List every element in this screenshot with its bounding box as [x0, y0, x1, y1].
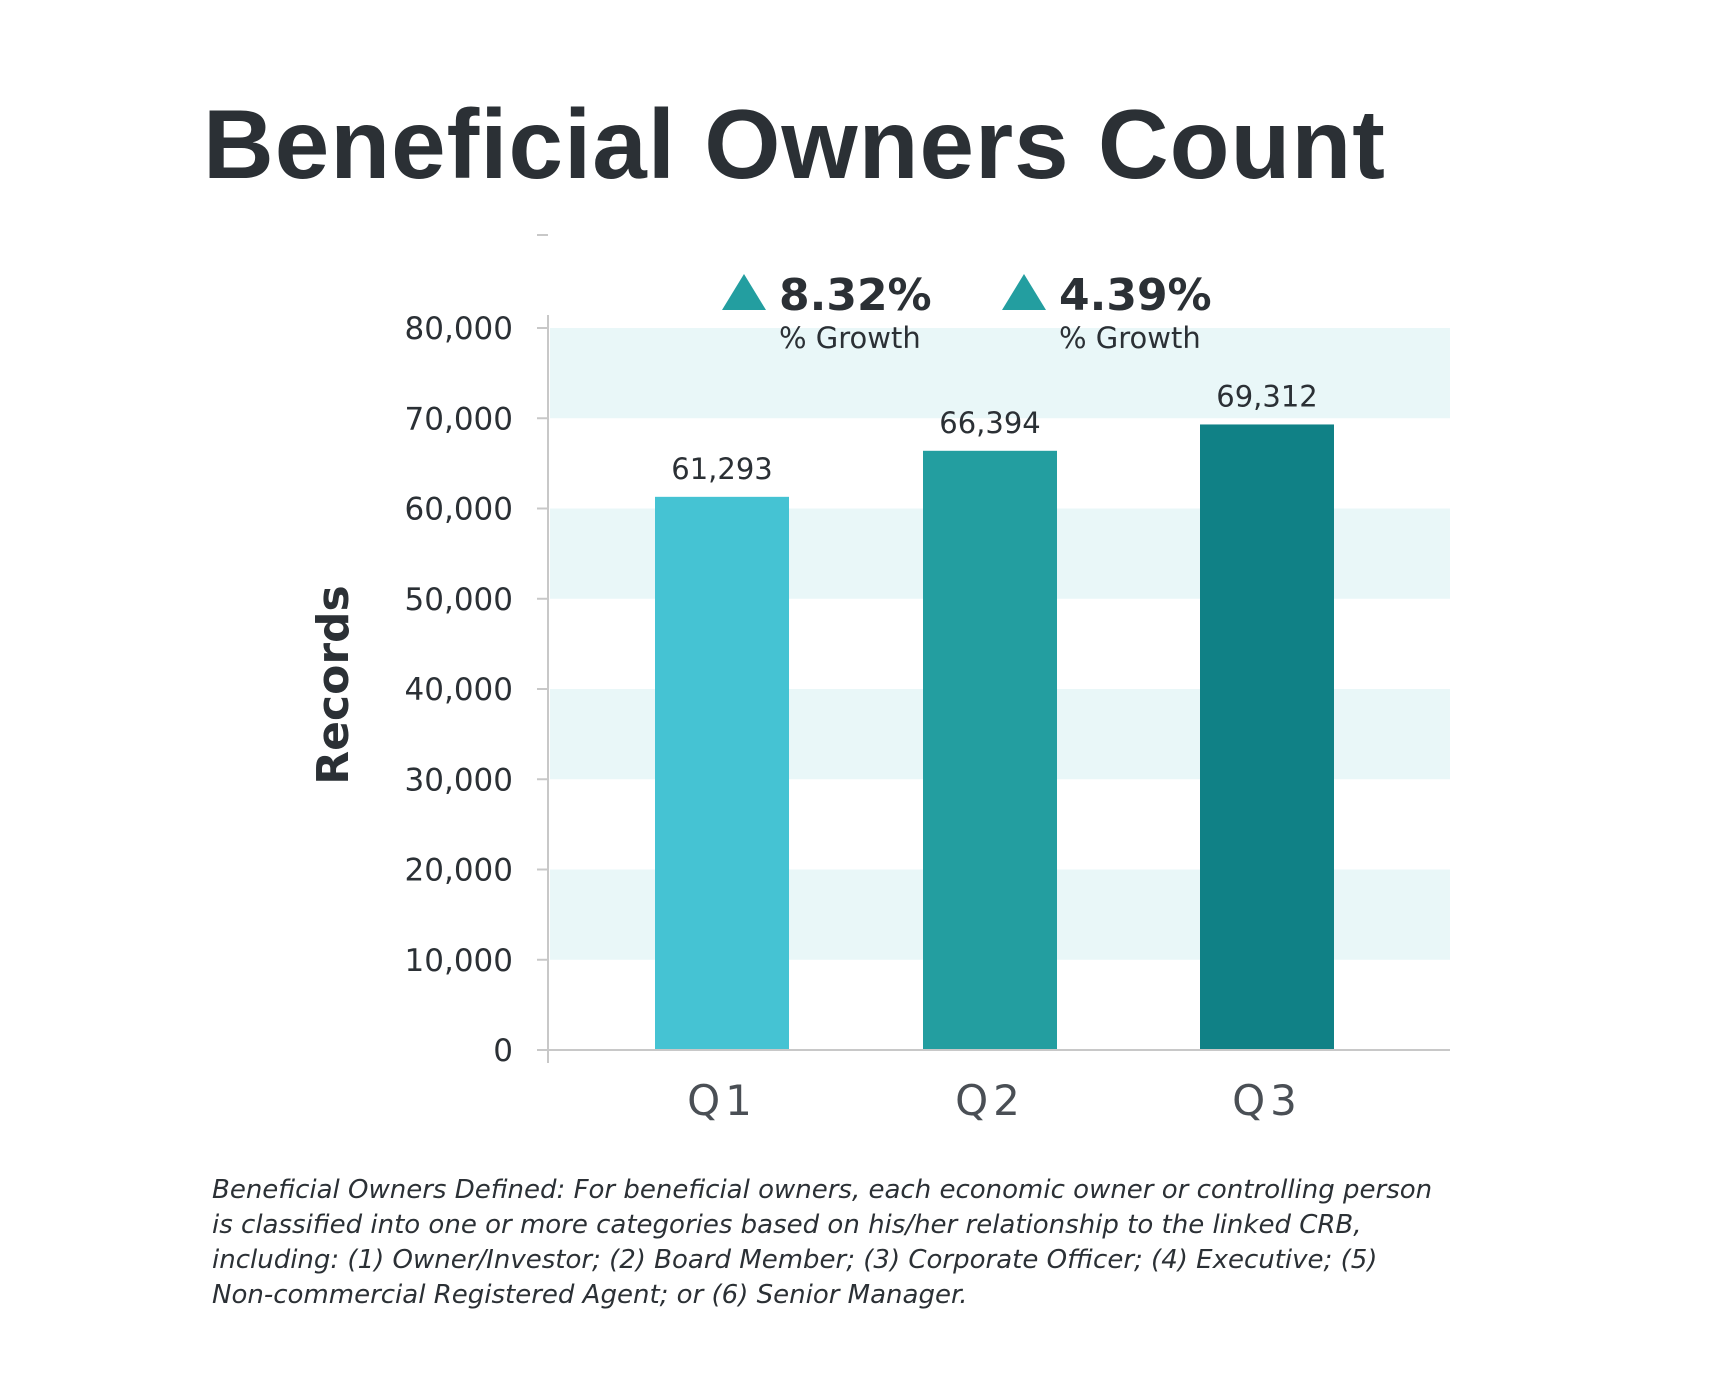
- triangle-up-icon: [722, 274, 766, 310]
- x-tick-label: Q2: [955, 1076, 1025, 1125]
- y-tick-label: 80,000: [405, 311, 513, 347]
- y-tick-label: 30,000: [405, 762, 513, 798]
- y-axis-label: Records: [308, 585, 359, 784]
- growth-label: % Growth: [779, 321, 921, 355]
- y-tick-label: 40,000: [405, 672, 513, 708]
- bar-q3: [1200, 424, 1334, 1050]
- data-label: 61,293: [671, 452, 772, 486]
- y-tick-label: 0: [493, 1033, 513, 1069]
- footnote: Beneficial Owners Defined: For beneficia…: [212, 1175, 1433, 1310]
- x-tick-labels: Q1 Q2 Q3: [687, 1076, 1302, 1125]
- y-tick-label: 50,000: [405, 582, 513, 618]
- growth-label: % Growth: [1059, 321, 1201, 355]
- background-band: [550, 328, 1450, 419]
- data-label: 66,394: [939, 406, 1040, 440]
- growth-value: 8.32%: [779, 270, 932, 321]
- y-tick-label: 20,000: [405, 853, 513, 889]
- x-tick-label: Q1: [687, 1076, 757, 1125]
- triangle-up-icon: [1002, 274, 1046, 310]
- page-title: Beneficial Owners Count: [203, 89, 1386, 199]
- bars: [655, 424, 1334, 1050]
- value-labels: 61,293 66,394 69,312: [671, 379, 1317, 485]
- x-tick-label: Q3: [1232, 1076, 1302, 1125]
- data-label: 69,312: [1216, 379, 1317, 413]
- y-tick-label: 60,000: [405, 492, 513, 528]
- bar-q2: [923, 450, 1057, 1050]
- y-tick-labels: 0 10,000 20,000 30,000 40,000 50,000 60,000 70,…: [405, 311, 548, 1069]
- growth-value: 4.39%: [1059, 270, 1212, 321]
- y-tick-label: 10,000: [405, 943, 513, 979]
- bar-q1: [655, 496, 789, 1050]
- y-tick-label: 70,000: [405, 401, 513, 437]
